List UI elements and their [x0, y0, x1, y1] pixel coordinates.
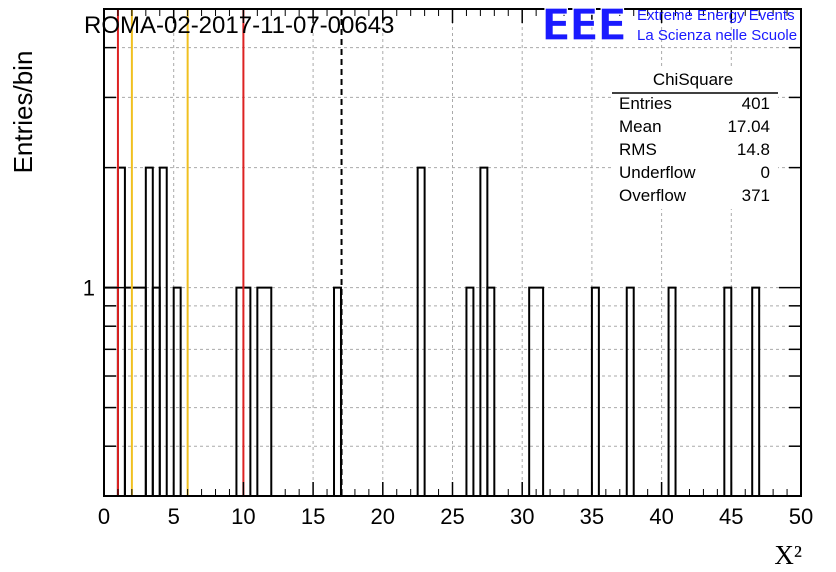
histogram-bin	[416, 166, 426, 496]
axis-ticks: 0 5 10 15 20 25 30 35 40 45 50 1	[83, 9, 813, 529]
stats-value: 0	[761, 163, 770, 182]
histogram-bin	[751, 286, 761, 496]
histogram-bin	[172, 286, 182, 496]
grid	[104, 9, 801, 496]
stats-value: 371	[742, 186, 770, 205]
chart-title: ROMA-02-2017-11-07-00643	[84, 12, 394, 39]
stats-value: 401	[742, 94, 770, 113]
logo-line-2: La Scienza nelle Scuole	[637, 27, 797, 44]
eee-logo-mark: EEE	[541, 0, 625, 51]
x-tick-label: 20	[371, 504, 395, 529]
histogram-bin	[144, 166, 154, 496]
histogram-bin	[116, 166, 126, 496]
stats-label: Entries	[619, 94, 672, 113]
histogram-bin	[528, 286, 545, 496]
stats-box-title: ChiSquare	[653, 70, 733, 89]
stats-rows: Entries 401 Mean 17.04 RMS 14.8 Underflow 0 Over…	[619, 94, 770, 205]
stats-label: Underflow	[619, 163, 696, 182]
stats-value: 14.8	[737, 140, 770, 159]
histogram-bin	[158, 166, 168, 496]
x-tick-label: 10	[231, 504, 255, 529]
histogram-bin	[667, 286, 677, 496]
histogram-bin	[479, 166, 489, 496]
x-axis-label: X²	[774, 540, 802, 570]
x-tick-label: 45	[719, 504, 743, 529]
histogram-bin	[625, 286, 635, 496]
x-tick-label: 15	[301, 504, 325, 529]
x-tick-label: 25	[440, 504, 464, 529]
histogram-bars	[103, 166, 761, 496]
histogram-bin	[103, 286, 119, 496]
stats-box: ChiSquare Entries 401 Mean 17.04 RMS 14.8 Unde…	[612, 66, 778, 209]
x-tick-label: 5	[168, 504, 180, 529]
x-tick-label: 30	[510, 504, 534, 529]
histogram-bin	[590, 286, 600, 496]
y-axis-label: Entries/bin	[8, 51, 38, 174]
histogram-bin	[723, 286, 733, 496]
x-tick-label: 40	[649, 504, 673, 529]
histogram-bin	[486, 286, 496, 496]
stats-label: RMS	[619, 140, 657, 159]
x-tick-label: 0	[98, 504, 110, 529]
histogram-bin	[123, 286, 147, 496]
x-tick-label: 35	[580, 504, 604, 529]
logo-line-1: Extreme Energy Events	[637, 7, 795, 24]
histogram-bin	[333, 286, 342, 496]
stats-label: Overflow	[619, 186, 687, 205]
reference-lines	[116, 9, 343, 496]
x-tick-label: 50	[789, 504, 813, 529]
stats-value: 17.04	[727, 117, 770, 136]
stats-box-background	[612, 66, 778, 209]
histogram-bin	[151, 286, 161, 496]
stats-label: Mean	[619, 117, 662, 136]
histogram-bin	[465, 286, 475, 496]
eee-logo: EEE Extreme Energy Events La Scienza nel…	[540, 0, 797, 52]
histogram-bin	[256, 286, 273, 496]
y-tick-label: 1	[83, 276, 95, 301]
